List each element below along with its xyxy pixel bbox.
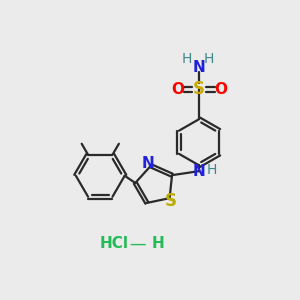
Text: O: O — [171, 82, 184, 97]
Text: O: O — [214, 82, 227, 97]
Text: H: H — [204, 52, 214, 66]
Text: N: N — [142, 155, 154, 170]
Text: H: H — [152, 236, 165, 251]
Text: —: — — [129, 235, 146, 253]
Text: H: H — [182, 52, 192, 66]
Text: S: S — [165, 192, 177, 210]
Text: N: N — [193, 164, 206, 178]
Text: HCl: HCl — [100, 236, 129, 251]
Text: H: H — [207, 163, 217, 177]
Text: N: N — [193, 60, 206, 75]
Text: S: S — [193, 80, 205, 98]
